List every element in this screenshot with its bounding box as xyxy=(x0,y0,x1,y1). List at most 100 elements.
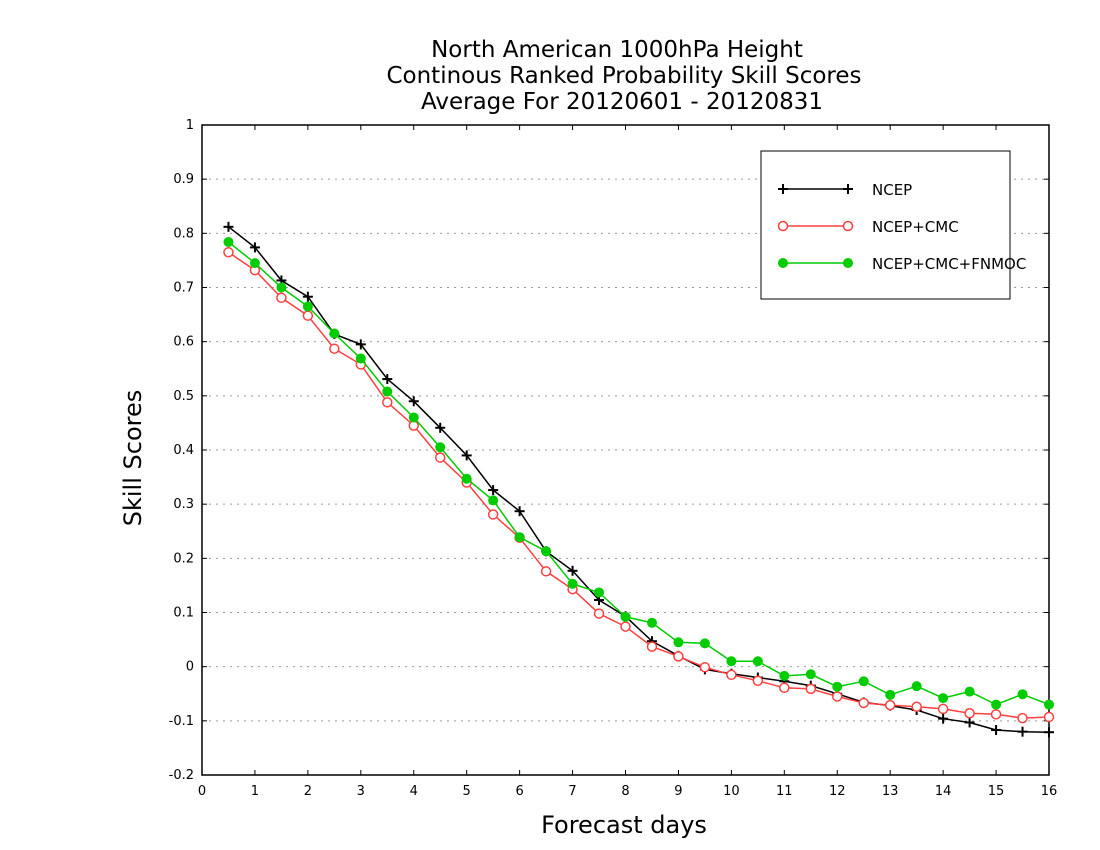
series-line xyxy=(228,226,1050,733)
y-axis-label: Skill Scores xyxy=(119,390,147,527)
data-point xyxy=(223,247,234,258)
data-point xyxy=(355,353,366,364)
x-tick-label: 14 xyxy=(935,784,952,799)
chart-titles: North American 1000hPa Height Continous … xyxy=(386,37,861,115)
data-point xyxy=(964,686,975,697)
data-point xyxy=(249,242,260,253)
data-point xyxy=(276,282,287,293)
data-point xyxy=(488,485,499,496)
y-tick-label: 0.8 xyxy=(173,226,194,241)
x-tick-label: 0 xyxy=(198,784,206,799)
data-point xyxy=(938,713,949,724)
data-point xyxy=(964,708,975,719)
x-tick-label: 6 xyxy=(515,784,523,799)
data-point xyxy=(408,412,419,423)
x-tick-label: 15 xyxy=(988,784,1005,799)
data-point xyxy=(329,343,340,354)
legend-item: NCEP xyxy=(778,181,912,199)
data-point xyxy=(911,681,922,692)
data-point xyxy=(832,681,843,692)
y-tick-label: 0.7 xyxy=(173,281,194,296)
legend-marker xyxy=(778,258,788,268)
data-point xyxy=(382,374,393,385)
data-point xyxy=(1017,689,1028,700)
x-tick-label: 9 xyxy=(674,784,682,799)
x-tick-label: 5 xyxy=(463,784,471,799)
y-tick-label: 0.9 xyxy=(173,172,194,187)
data-point xyxy=(434,452,446,463)
data-point xyxy=(302,310,314,321)
axis-ticks: -0.2-0.100.10.20.30.40.50.60.70.80.910 1 2… xyxy=(169,118,1058,799)
data-point xyxy=(858,697,869,709)
data-point xyxy=(885,689,896,700)
data-point xyxy=(779,682,790,694)
series-layer xyxy=(223,221,1055,738)
chart-subtitle-line-1: Continous Ranked Probability Skill Score… xyxy=(386,63,861,89)
legend: NCEP NCEP+CMC NCEP+CMC+FNMOC xyxy=(760,150,1026,300)
x-tick-label: 4 xyxy=(410,784,418,799)
data-point xyxy=(355,339,366,350)
data-point xyxy=(461,450,472,461)
y-tick-label: 0.6 xyxy=(173,335,194,350)
legend-label: NCEP+CMC+FNMOC xyxy=(872,255,1026,273)
legend-box xyxy=(760,150,1011,300)
data-point xyxy=(1017,726,1028,737)
data-point xyxy=(1044,699,1054,710)
y-tick-label: -0.2 xyxy=(169,768,194,783)
data-point xyxy=(594,587,605,598)
data-point xyxy=(805,683,817,695)
data-point xyxy=(461,473,472,484)
x-tick-label: 13 xyxy=(882,784,899,799)
legend-marker xyxy=(778,184,788,194)
data-point xyxy=(673,651,684,662)
data-point xyxy=(382,386,393,397)
data-point xyxy=(567,565,578,576)
data-point xyxy=(752,675,764,686)
series-line xyxy=(228,251,1050,719)
data-point xyxy=(1044,727,1054,738)
y-tick-label: 0.3 xyxy=(173,497,194,512)
data-point xyxy=(487,509,499,520)
legend-marker xyxy=(777,220,789,232)
data-point xyxy=(435,442,446,453)
data-point xyxy=(1017,712,1028,724)
y-tick-label: 0 xyxy=(186,660,194,675)
data-point xyxy=(514,506,525,517)
legend-item: NCEP+CMC+FNMOC xyxy=(778,255,1026,273)
data-point xyxy=(646,641,658,652)
chart-subtitle-line-2: Average For 20120601 - 20120831 xyxy=(421,89,823,115)
x-tick-label: 8 xyxy=(621,784,629,799)
x-tick-label: 1 xyxy=(251,784,259,799)
y-tick-label: 1 xyxy=(186,118,194,133)
y-tick-label: -0.1 xyxy=(169,714,194,729)
data-point xyxy=(329,328,340,339)
data-point xyxy=(302,291,313,302)
data-point xyxy=(884,699,896,711)
x-tick-label: 12 xyxy=(829,784,846,799)
data-point xyxy=(541,546,552,557)
data-point xyxy=(620,611,631,622)
y-tick-label: 0.1 xyxy=(173,606,194,621)
data-point xyxy=(937,703,949,715)
series-line xyxy=(228,241,1050,706)
series-3 xyxy=(223,237,1054,710)
data-point xyxy=(726,656,737,667)
y-tick-label: 0.2 xyxy=(173,551,194,566)
data-point xyxy=(938,693,949,704)
data-point xyxy=(752,656,763,667)
data-point xyxy=(832,691,843,702)
data-point xyxy=(593,608,605,619)
data-point xyxy=(382,397,393,408)
data-point xyxy=(223,237,234,247)
x-tick-label: 3 xyxy=(357,784,365,799)
data-point xyxy=(911,701,922,712)
x-tick-label: 10 xyxy=(723,784,740,799)
data-point xyxy=(699,661,711,673)
data-point xyxy=(514,532,525,543)
data-point xyxy=(223,221,234,232)
chart-title: North American 1000hPa Height xyxy=(431,37,803,63)
legend-marker xyxy=(843,258,853,268)
legend-marker xyxy=(843,184,853,194)
legend-item: NCEP+CMC xyxy=(777,218,959,236)
legend-label: NCEP+CMC xyxy=(872,218,959,236)
